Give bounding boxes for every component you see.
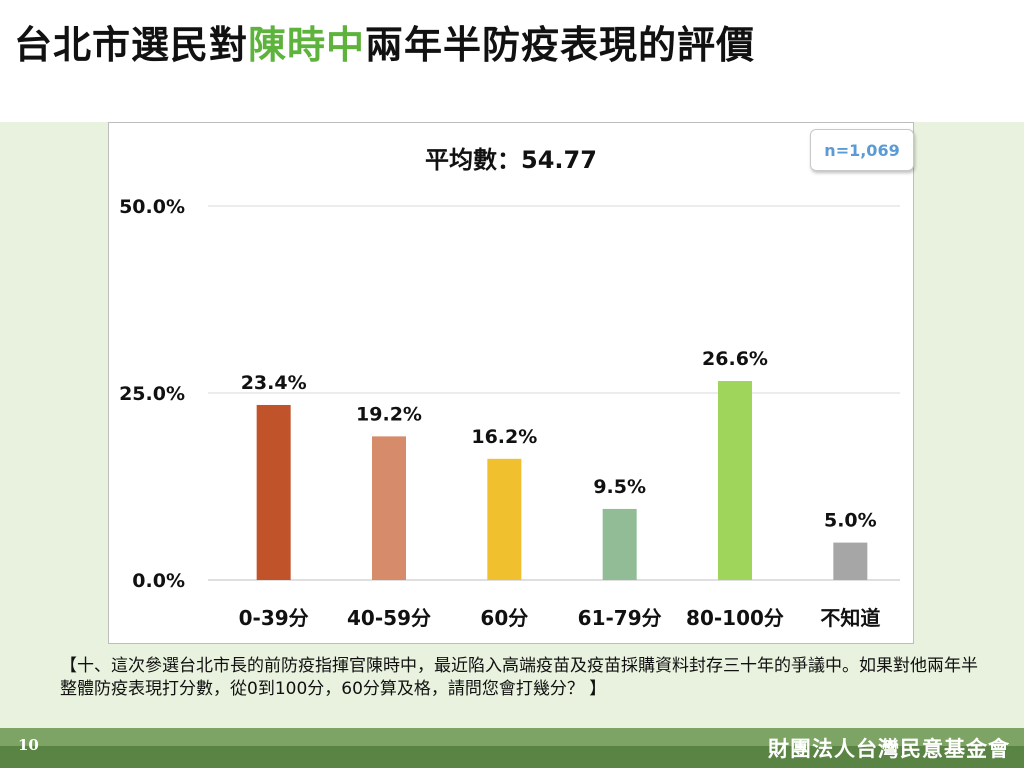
y-tick-label: 50.0%: [119, 196, 185, 218]
bar: [602, 508, 637, 580]
data-label: 5.0%: [824, 510, 877, 532]
data-label: 26.6%: [702, 348, 768, 370]
bar: [833, 542, 868, 580]
value-labels: 23.4% 19.2% 16.2% 9.5% 26.6% 5.0%: [241, 348, 877, 532]
data-label: 9.5%: [593, 476, 646, 498]
chart-subtitle: 平均數：54.77: [425, 146, 597, 174]
gridlines: [208, 205, 900, 581]
y-tick-label: 0.0%: [132, 570, 185, 592]
data-label: 23.4%: [241, 372, 307, 394]
bar: [256, 404, 291, 580]
data-label: 16.2%: [471, 426, 537, 448]
bar: [487, 458, 522, 580]
title-suffix: 兩年半防疫表現的評價: [365, 23, 756, 67]
title-bar: 台北市選民對陳時中兩年半防疫表現的評價: [0, 0, 1024, 122]
x-tick-label: 0-39分: [239, 606, 309, 630]
page-number: 10: [18, 736, 39, 754]
data-label: 19.2%: [356, 403, 422, 425]
title-highlight: 陳時中: [248, 23, 366, 67]
x-tick-label: 40-59分: [347, 606, 431, 630]
x-tick-label: 60分: [480, 606, 528, 630]
x-tick-label: 80-100分: [686, 606, 784, 630]
y-axis-ticks: 0.0% 25.0% 50.0%: [119, 196, 185, 592]
x-tick-label: 不知道: [820, 606, 880, 630]
title-prefix: 台北市選民對: [14, 23, 249, 67]
bars: [256, 381, 868, 580]
footer-band: [0, 746, 1024, 768]
page-title: 台北市選民對陳時中兩年半防疫表現的評價: [14, 14, 755, 69]
category-labels: 0-39分 40-59分 60分 61-79分 80-100分 不知道: [239, 606, 881, 630]
bar: [718, 381, 752, 580]
y-tick-label: 25.0%: [119, 383, 185, 405]
bar: [372, 436, 406, 580]
x-tick-label: 61-79分: [578, 606, 662, 630]
survey-question: 【十、這次參選台北市長的前防疫指揮官陳時中，最近陷入高端疫苗及疫苗採購資料封存三…: [60, 656, 978, 699]
sample-size-badge: n=1,069: [810, 129, 914, 171]
organization-name: 財團法人台灣民意基金會: [768, 737, 1010, 761]
